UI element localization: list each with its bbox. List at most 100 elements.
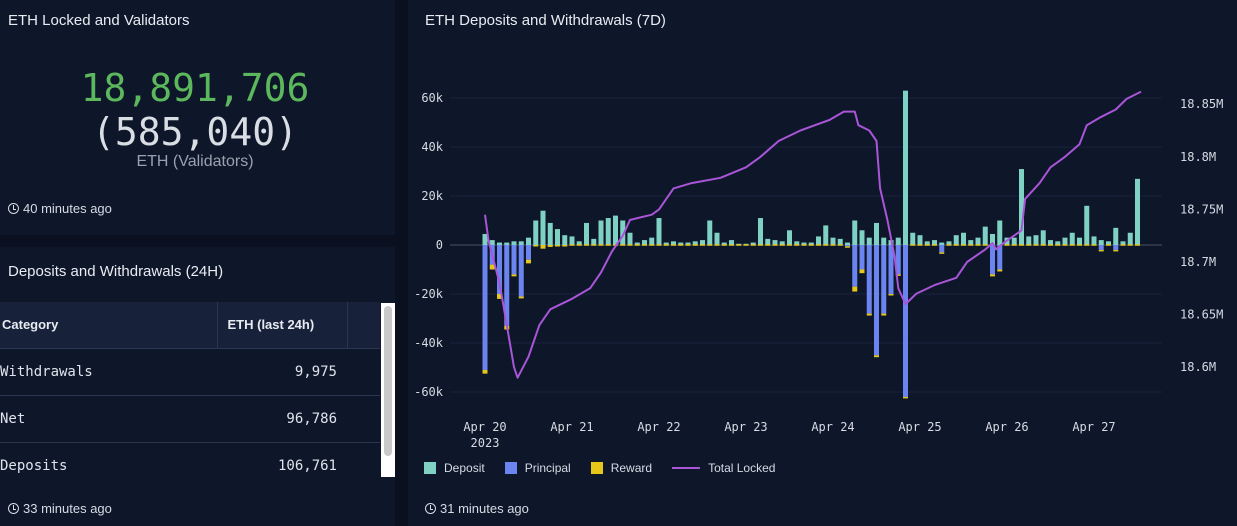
bar-deposit — [1127, 232, 1133, 245]
bar-deposit — [946, 241, 952, 245]
bar-principal — [888, 245, 894, 294]
y-tick-right: 18.75M — [1180, 202, 1223, 216]
bar-principal — [895, 245, 901, 275]
bar-deposit — [1120, 241, 1126, 245]
legend-item-reward[interactable]: Reward — [590, 461, 652, 475]
table-scrollbar[interactable] — [381, 303, 395, 477]
bar-reward — [1127, 244, 1133, 246]
bar-deposit — [997, 220, 1003, 245]
bar-reward — [656, 244, 662, 246]
bar-reward — [714, 244, 720, 246]
bar-deposit — [932, 240, 937, 245]
scrollbar-thumb[interactable] — [384, 306, 392, 456]
bar-principal — [518, 245, 524, 297]
bar-reward — [518, 296, 524, 299]
bar-reward — [1084, 244, 1090, 246]
panel-title: ETH Locked and Validators — [8, 12, 190, 29]
bar-deposit — [605, 218, 611, 245]
bar-deposit — [794, 241, 800, 245]
bar-deposit — [1077, 237, 1082, 245]
bar-reward — [620, 244, 626, 246]
bar-reward — [700, 244, 705, 246]
bar-reward — [910, 244, 916, 246]
bar-deposit — [1026, 236, 1032, 245]
eth-locked-panel: ETH Locked and Validators 18,891,706 (58… — [0, 0, 395, 235]
table-row: Deposits 106,761 — [0, 442, 380, 489]
legend-item-principal[interactable]: Principal — [504, 461, 571, 475]
bar-principal — [939, 245, 945, 253]
bar-deposit — [750, 242, 756, 245]
category-cell: Deposits — [0, 457, 68, 474]
bar-deposit — [903, 90, 908, 246]
bar-reward — [743, 244, 749, 246]
bar-principal — [482, 245, 488, 370]
x-tick: Apr 26 — [985, 420, 1028, 434]
bar-principal — [1098, 245, 1104, 250]
x-tick: Apr 25 — [898, 420, 941, 434]
bar-reward — [540, 245, 546, 249]
bar-deposit — [845, 242, 850, 245]
bar-reward — [1004, 244, 1010, 246]
column-header-eth[interactable]: ETH (last 24h) — [217, 302, 348, 349]
bar-reward — [758, 244, 763, 246]
bar-reward — [707, 244, 713, 246]
bar-reward — [642, 244, 647, 246]
deposits-withdrawals-7d-panel: ETH Deposits and Withdrawals (7D) Deposi… — [408, 0, 1237, 526]
legend-item-total-locked[interactable]: Total Locked — [672, 461, 775, 475]
bar-reward — [562, 245, 568, 247]
bar-deposit — [729, 240, 734, 245]
bar-deposit — [540, 210, 546, 245]
bar-reward — [874, 355, 879, 358]
bar-reward — [1098, 249, 1104, 252]
bar-deposit — [511, 241, 517, 245]
bar-reward — [729, 244, 734, 246]
x-tick: Apr 23 — [724, 420, 767, 434]
bar-reward — [830, 244, 836, 246]
bar-deposit — [721, 242, 727, 245]
bar-deposit — [1069, 232, 1075, 245]
bar-reward — [823, 244, 829, 246]
bar-reward — [816, 244, 821, 246]
bar-deposit — [866, 237, 872, 245]
bar-reward — [953, 244, 959, 246]
bar-reward — [649, 244, 655, 246]
column-header-category[interactable]: Category — [0, 302, 218, 349]
bar-deposit — [533, 220, 539, 245]
bar-deposit — [982, 226, 988, 245]
x-tick: Apr 22 — [637, 420, 680, 434]
bar-principal — [859, 245, 865, 270]
legend-item-deposit[interactable]: Deposit — [424, 461, 485, 475]
bar-principal — [526, 245, 531, 260]
bar-deposit — [656, 218, 662, 245]
eth-locked-value: 18,891,706 — [80, 66, 310, 110]
bar-deposit — [584, 222, 589, 245]
bar-principal — [845, 245, 850, 247]
bar-reward — [859, 269, 865, 274]
y-tick-left: 60k — [421, 91, 443, 105]
table-row: Withdrawals 9,975 — [0, 348, 380, 396]
x-tick: 2023 — [471, 436, 500, 450]
legend-swatch — [424, 462, 436, 474]
table-row: Net 96,786 — [0, 395, 380, 443]
bar-reward — [663, 244, 669, 246]
bar-reward — [801, 244, 807, 246]
bar-deposit — [852, 220, 858, 245]
bar-deposit — [953, 235, 959, 245]
bar-reward — [968, 244, 974, 246]
eth-cell: 9,975 — [217, 348, 347, 396]
bar-deposit — [895, 237, 901, 245]
bar-reward — [721, 244, 727, 246]
bar-reward — [917, 244, 923, 246]
bar-deposit — [678, 242, 684, 245]
bar-deposit — [1019, 169, 1024, 245]
bar-deposit — [1098, 240, 1104, 245]
bar-deposit — [1091, 236, 1097, 245]
x-tick: Apr 27 — [1072, 420, 1115, 434]
bar-reward — [584, 244, 589, 246]
eth-cell: 96,786 — [217, 395, 347, 443]
bar-reward — [1040, 244, 1046, 246]
bar-deposit — [489, 240, 495, 245]
panel-title: ETH Deposits and Withdrawals (7D) — [425, 12, 666, 29]
bar-deposit — [758, 218, 763, 245]
bar-deposit — [830, 237, 836, 245]
